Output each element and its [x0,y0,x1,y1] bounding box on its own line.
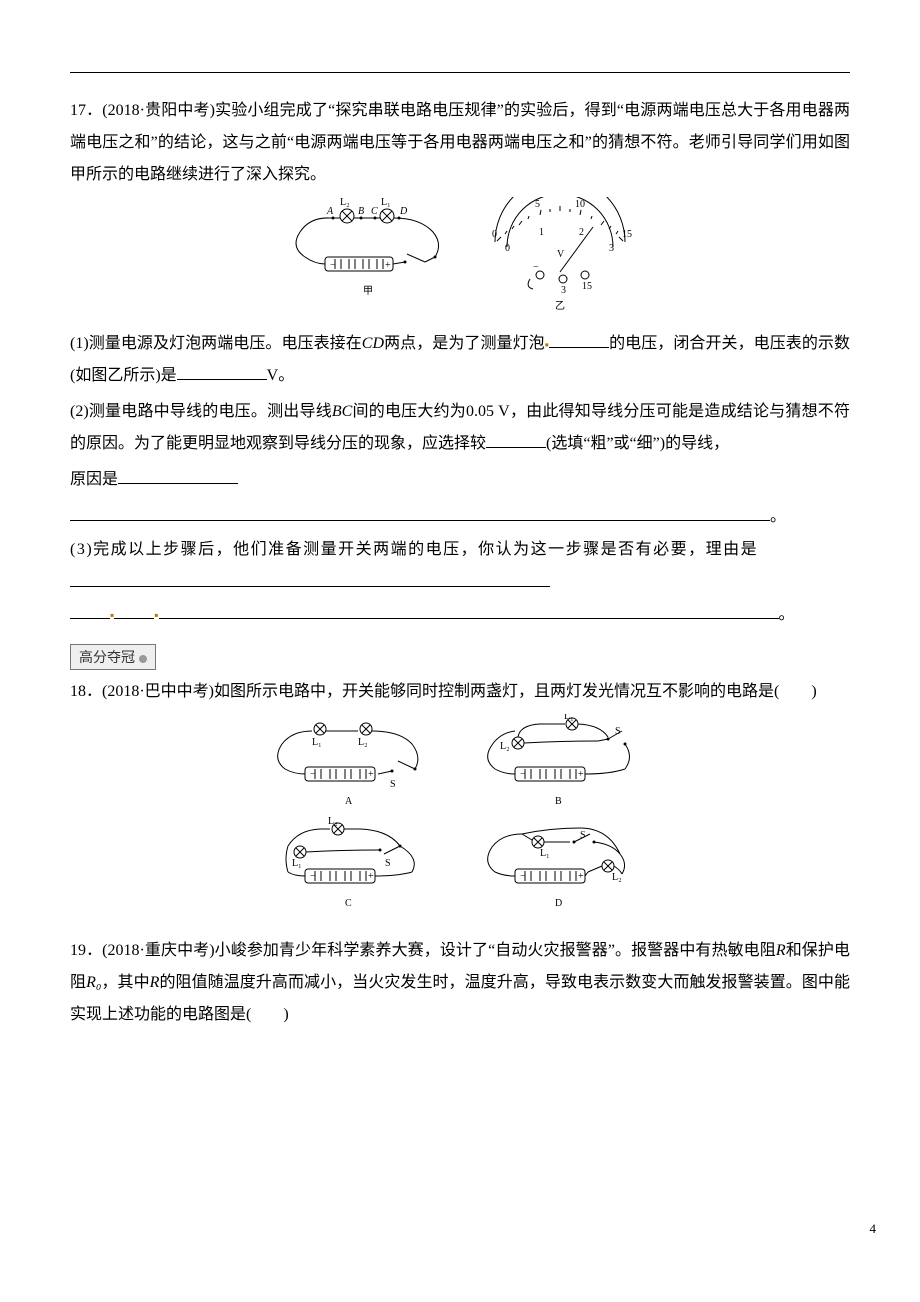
svg-text:A: A [345,796,353,807]
svg-text:S: S [385,858,391,869]
svg-text:+: + [578,769,584,780]
svg-text:0: 0 [505,243,510,254]
svg-text:−: − [330,260,336,271]
svg-text:B: B [358,206,364,217]
q19-R: R [776,942,786,959]
svg-text:0: 0 [492,229,497,240]
blank-line [159,604,779,619]
svg-text:15: 15 [622,229,632,240]
page-number: 4 [870,1221,877,1237]
q18-figure: − + L₁ L₂ S A [70,714,850,929]
svg-text:15: 15 [582,281,592,292]
svg-text:L₁: L₁ [564,714,574,722]
q18: 18．(2018·巴中中考)如图所示电路中，开关能够同时控制两盏灯，且两灯发光情… [70,676,850,708]
q18-stem: 如图所示电路中，开关能够同时控制两盏灯，且两灯发光情况互不影响的电路是( ) [214,683,817,700]
svg-text:V: V [557,249,565,260]
svg-text:L₂: L₂ [358,737,368,748]
top-rule [70,72,850,73]
svg-text:−: − [520,769,526,780]
q19: 19．(2018·重庆中考)小峻参加青少年科学素养大赛，设计了“自动火灾报警器”… [70,935,850,1031]
svg-text:L₂: L₂ [328,816,338,827]
svg-text:−: − [533,262,539,273]
svg-text:D: D [555,898,562,909]
svg-text:10: 10 [575,199,585,210]
svg-text:L₁: L₁ [381,197,391,208]
svg-text:甲: 甲 [363,286,373,297]
q17-p1-b: 两点，是为了测量灯泡 [384,335,545,352]
blank [486,433,546,448]
svg-text:C: C [345,898,352,909]
svg-text:+: + [578,871,584,882]
blank [549,333,609,348]
svg-text:5: 5 [535,199,540,210]
q19-R0: R₀ [86,974,101,991]
q19-source: (2018·重庆中考) [102,942,214,959]
svg-text:+: + [368,871,374,882]
svg-text:+: + [368,769,374,780]
svg-text:3: 3 [561,285,566,296]
q17-p2-bc: BC [332,403,352,420]
q17-p2-a: (2)测量电路中导线的电压。测出导线 [70,403,332,420]
q17-part2-line: 。 [70,502,850,526]
badge-text: 高分夺冠 [79,651,135,666]
svg-text:A: A [326,206,334,217]
svg-text:C: C [371,206,378,217]
q17-part3: (3)完成以上步骤后，他们准备测量开关两端的电压，你认为这一步骤是否有必要，理由… [70,534,850,566]
svg-text:S: S [390,779,396,790]
q17-p1-a: (1)测量电源及灯泡两端电压。电压表接在 [70,335,362,352]
svg-text:S: S [615,726,621,737]
blank-line [70,506,770,521]
svg-text:1: 1 [539,227,544,238]
blank [177,365,267,380]
period: 。 [770,508,786,525]
svg-text:L₁: L₁ [540,848,550,859]
blank-line [70,604,110,619]
q17-intro: 17．(2018·贵阳中考)实验小组完成了“探究串联电路电压规律”的实验后，得到… [70,95,850,191]
svg-text:S: S [580,830,586,841]
q19-R2: R [150,974,160,991]
svg-text:−: − [520,871,526,882]
q18-source: (2018·巴中中考) [102,683,214,700]
section-badge: 高分夺冠 [70,644,156,670]
q19-stem-a: 小峻参加青少年科学素养大赛，设计了“自动火灾报警器”。报警器中有热敏电阻 [215,942,776,959]
q17-part3-line2: ▪▪。 [70,600,850,624]
svg-text:L₁: L₁ [312,737,322,748]
svg-text:3: 3 [609,243,614,254]
q17-part3-line1 [70,572,850,592]
svg-text:乙: 乙 [555,300,565,312]
svg-text:L₁: L₁ [292,858,302,869]
blank-line [114,604,154,619]
q17-p3: (3)完成以上步骤后，他们准备测量开关两端的电压，你认为这一步骤是否有必要，理由… [70,541,758,558]
svg-text:L₂: L₂ [340,197,350,208]
svg-text:−: − [310,871,316,882]
q17-svg: A B C D L₂ L₁ − + 甲 [275,197,645,317]
svg-text:−: − [310,769,316,780]
q17-part2-reason: 原因是 [70,464,850,496]
svg-text:B: B [555,796,562,807]
bottom-spacer [70,1035,850,1255]
q17-p2-c: 原因是 [70,471,118,488]
q17-part1: (1)测量电源及灯泡两端电压。电压表接在CD两点，是为了测量灯泡▪的电压，闭合开… [70,328,850,392]
q17-figure: A B C D L₂ L₁ − + 甲 [70,197,850,322]
q17-part2: (2)测量电路中导线的电压。测出导线BC间的电压大约为0.05 V，由此得知导线… [70,396,850,460]
q19-stem-c: ，其中 [101,974,149,991]
blank [118,469,238,484]
svg-text:D: D [399,206,408,217]
period: 。 [779,606,795,623]
q17-p1-d: V。 [267,367,295,384]
q19-stem-d: 的阻值随温度升高而减小，当火灾发生时，温度升高，导致电表示数变大而触发报警装置。… [70,974,850,1023]
q18-number: 18． [70,683,102,700]
svg-text:L₂: L₂ [612,872,622,883]
svg-text:2: 2 [579,227,584,238]
q17-p1-cd: CD [362,335,384,352]
blank-line [70,572,550,587]
svg-text:L₂: L₂ [500,741,510,752]
q19-number: 19． [70,942,102,959]
q17-number: 17． [70,102,102,119]
svg-text:+: + [385,260,391,271]
q17-source: (2018·贵阳中考) [102,102,215,119]
q18-svg: − + L₁ L₂ S A [250,714,670,924]
q17-p2-hint: (选填“粗”或“细”)的导线， [546,435,729,452]
badge-dot-icon [139,655,147,663]
